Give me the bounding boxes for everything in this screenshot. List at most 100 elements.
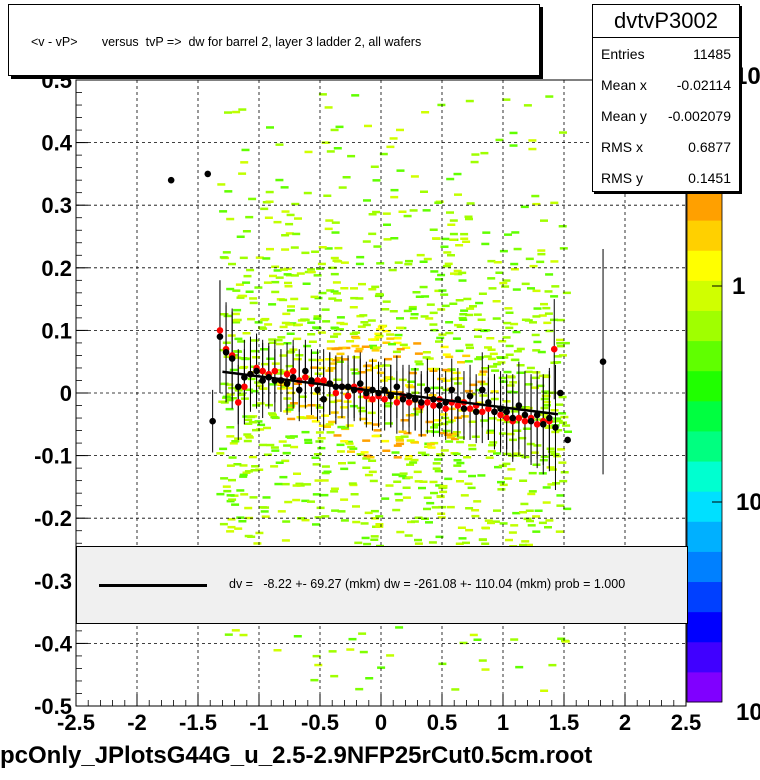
heatmap-cell: [551, 285, 560, 288]
heatmap-cell: [498, 376, 507, 380]
heatmap-cell: [419, 260, 428, 263]
heatmap-cell: [396, 347, 405, 351]
heatmap-cell: [396, 326, 404, 330]
heatmap-cell: [465, 528, 474, 532]
y-tick-label: 0.3: [41, 193, 72, 218]
heatmap-cell: [505, 326, 514, 330]
data-point: [204, 170, 212, 178]
heatmap-cell: [466, 346, 474, 350]
heatmap-cell: [429, 228, 438, 231]
heatmap-cell: [227, 525, 236, 529]
heatmap-cell: [382, 341, 391, 344]
heatmap-cell: [352, 505, 360, 508]
heatmap-cell: [430, 328, 439, 332]
data-point: [393, 383, 401, 391]
heatmap-cell: [338, 462, 346, 465]
heatmap-cell: [421, 453, 430, 457]
heatmap-cell: [347, 445, 356, 449]
data-point: [314, 386, 321, 394]
heatmap-cell: [458, 316, 467, 320]
heatmap-cell: [333, 332, 342, 336]
heatmap-cell: [431, 430, 440, 434]
heatmap-cell: [556, 504, 565, 507]
heatmap-cell: [347, 450, 355, 453]
heatmap-cell: [477, 474, 486, 477]
heatmap-cell: [223, 489, 232, 493]
heatmap-cell: [239, 633, 248, 637]
heatmap-cell: [293, 472, 301, 475]
heatmap-cell: [497, 361, 506, 364]
heatmap-cell: [247, 377, 256, 381]
color-scale-swatch: [687, 611, 722, 643]
heatmap-cell: [369, 479, 378, 483]
heatmap-cell: [395, 442, 404, 445]
heatmap-cell: [325, 423, 334, 426]
heatmap-cell: [431, 367, 440, 371]
heatmap-cell: [394, 261, 403, 264]
heatmap-cell: [404, 457, 413, 461]
heatmap-cell: [226, 435, 235, 438]
heatmap-cell: [375, 525, 384, 528]
heatmap-cell: [238, 172, 247, 175]
heatmap-cell: [512, 330, 521, 334]
data-point: [515, 414, 523, 422]
heatmap-cell: [446, 177, 455, 181]
heatmap-cell: [244, 470, 253, 473]
heatmap-cell: [409, 461, 418, 464]
heatmap-cell: [348, 482, 357, 485]
heatmap-cell: [283, 273, 292, 276]
heatmap-cell: [512, 511, 521, 515]
heatmap-cell: [546, 466, 555, 469]
heatmap-cell: [321, 141, 330, 144]
heatmap-cell: [284, 281, 292, 285]
stats-key: Mean x: [601, 77, 647, 93]
heatmap-cell: [362, 466, 371, 469]
heatmap-cell: [300, 307, 309, 310]
heatmap-cell: [226, 530, 235, 533]
heatmap-cell: [345, 424, 354, 427]
data-point: [466, 405, 474, 412]
heatmap-cell: [310, 366, 319, 369]
heatmap-cell: [262, 257, 271, 260]
heatmap-cell: [437, 377, 446, 381]
heatmap-cell: [412, 291, 421, 294]
heatmap-cell: [478, 538, 487, 541]
heatmap-cell: [456, 436, 465, 439]
color-scale-swatch: [687, 461, 722, 492]
heatmap-cell: [540, 302, 548, 306]
color-scale-swatch: [687, 400, 722, 432]
heatmap-cell: [475, 301, 484, 305]
heatmap-cell: [534, 418, 543, 421]
heatmap-cell: [279, 354, 288, 357]
heatmap-cell: [239, 256, 248, 260]
heatmap-cell: [523, 517, 532, 521]
heatmap-cell: [282, 520, 291, 523]
heatmap-cell: [430, 491, 438, 495]
heatmap-cell: [423, 507, 431, 511]
heatmap-cell: [436, 336, 445, 340]
heatmap-cell: [445, 331, 454, 335]
heatmap-cell: [283, 444, 292, 447]
heatmap-cell: [334, 246, 343, 250]
heatmap-cell: [379, 152, 388, 156]
data-point: [314, 377, 321, 384]
heatmap-cell: [374, 294, 383, 298]
heatmap-cell: [497, 356, 505, 359]
data-point: [533, 421, 541, 428]
heatmap-cell: [559, 421, 567, 424]
heatmap-cell: [453, 459, 462, 462]
heatmap-cell: [330, 411, 339, 414]
y-tick-label: -0.4: [34, 631, 73, 656]
heatmap-cell: [232, 289, 241, 292]
heatmap-cell: [394, 333, 403, 337]
heatmap-cell: [372, 179, 381, 182]
data-point: [436, 402, 443, 409]
stats-box: dvtvP3002 Entries 11485 Mean x -0.02114 Me…: [592, 4, 740, 192]
heatmap-cell: [287, 404, 296, 407]
color-scale-swatch: [687, 220, 722, 251]
heatmap-cell: [442, 353, 451, 356]
heatmap-cell: [287, 305, 295, 308]
heatmap-cell: [543, 321, 552, 325]
heatmap-cell: [312, 392, 321, 395]
heatmap-cell: [340, 519, 349, 522]
